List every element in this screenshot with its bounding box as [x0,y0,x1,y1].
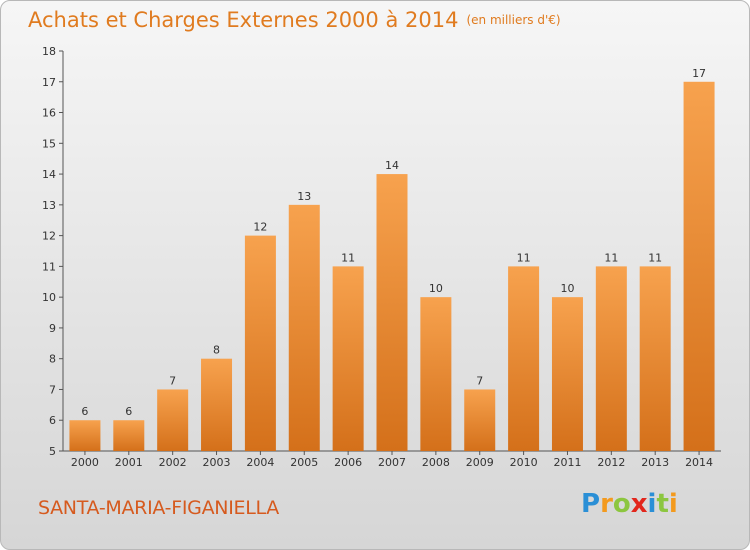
bar-value-label: 11 [341,251,355,264]
logo-letter: x [630,489,648,519]
x-tick-label: 2008 [422,456,450,469]
bar [508,266,540,451]
y-tick-label: 18 [42,45,56,58]
x-tick-label: 2014 [685,456,713,469]
x-tick-label: 2005 [290,456,318,469]
chart-title: Achats et Charges Externes 2000 à 2014 (e… [28,8,561,32]
y-tick-label: 7 [49,383,56,396]
x-tick-label: 2002 [159,456,187,469]
bar-value-label: 10 [429,282,443,295]
y-tick-label: 17 [42,76,56,89]
bar-value-label: 8 [213,344,220,357]
y-tick-label: 12 [42,230,56,243]
logo-letter: i [647,489,657,519]
y-tick-label: 15 [42,137,56,150]
bar [595,266,627,451]
x-tick-label: 2009 [466,456,494,469]
y-tick-label: 16 [42,107,56,120]
bar-value-label: 11 [604,251,618,264]
y-tick-label: 13 [42,199,56,212]
bar [244,235,276,451]
x-tick-label: 2010 [510,456,538,469]
bar-value-label: 17 [692,67,706,80]
bar-value-label: 11 [648,251,662,264]
bars: 6 6 7 8 12 13 11 14 10 7 11 10 11 11 17 [69,67,715,452]
bar [69,420,101,451]
bar-value-label: 10 [560,282,574,295]
y-tick-label: 8 [49,353,56,366]
bar [376,174,408,452]
title-text: Achats et Charges Externes 2000 à 2014 [28,8,459,32]
y-tick-label: 6 [49,414,56,427]
bar-value-label: 12 [253,221,267,234]
y-tick-label: 5 [49,445,56,458]
bar-value-label: 6 [81,405,88,418]
bar [113,420,145,451]
bar [201,358,233,451]
bar [420,297,452,451]
x-tick-label: 2007 [378,456,406,469]
proxiti-logo: Proxiti [581,489,678,519]
bar [464,389,496,451]
bar [332,266,364,451]
bar [683,81,715,452]
unit-text: (en milliers d'€) [466,13,561,27]
bar [639,266,671,451]
x-tick-label: 2000 [71,456,99,469]
axes: 5 6 7 8 9 10 11 12 13 14 15 16 17 18 2000 2001 2002 2003 2… [42,45,721,469]
x-tick-label: 2006 [334,456,362,469]
bar-value-label: 11 [517,251,531,264]
x-tick-label: 2001 [115,456,143,469]
bar [157,389,189,451]
logo-letter: o [612,489,631,519]
commune-name: SANTA-MARIA-FIGANIELLA [38,497,279,519]
bar-value-label: 7 [169,374,176,387]
x-tick-label: 2003 [203,456,231,469]
logo-letter: P [581,489,601,519]
y-tick-label: 14 [42,168,56,181]
bar-value-label: 6 [125,405,132,418]
bar [551,297,583,451]
logo-letter: i [668,489,678,519]
x-tick-label: 2004 [246,456,274,469]
logo-letter: r [600,489,613,519]
x-tick-label: 2011 [553,456,581,469]
bar-value-label: 7 [476,374,483,387]
x-tick-label: 2013 [641,456,669,469]
y-tick-label: 11 [42,260,56,273]
bar [288,204,320,451]
logo-letter: t [656,489,669,519]
y-tick-label: 9 [49,322,56,335]
y-tick-label: 10 [42,291,56,304]
x-tick-label: 2012 [597,456,625,469]
bar-value-label: 14 [385,159,399,172]
bar-value-label: 13 [297,190,311,203]
